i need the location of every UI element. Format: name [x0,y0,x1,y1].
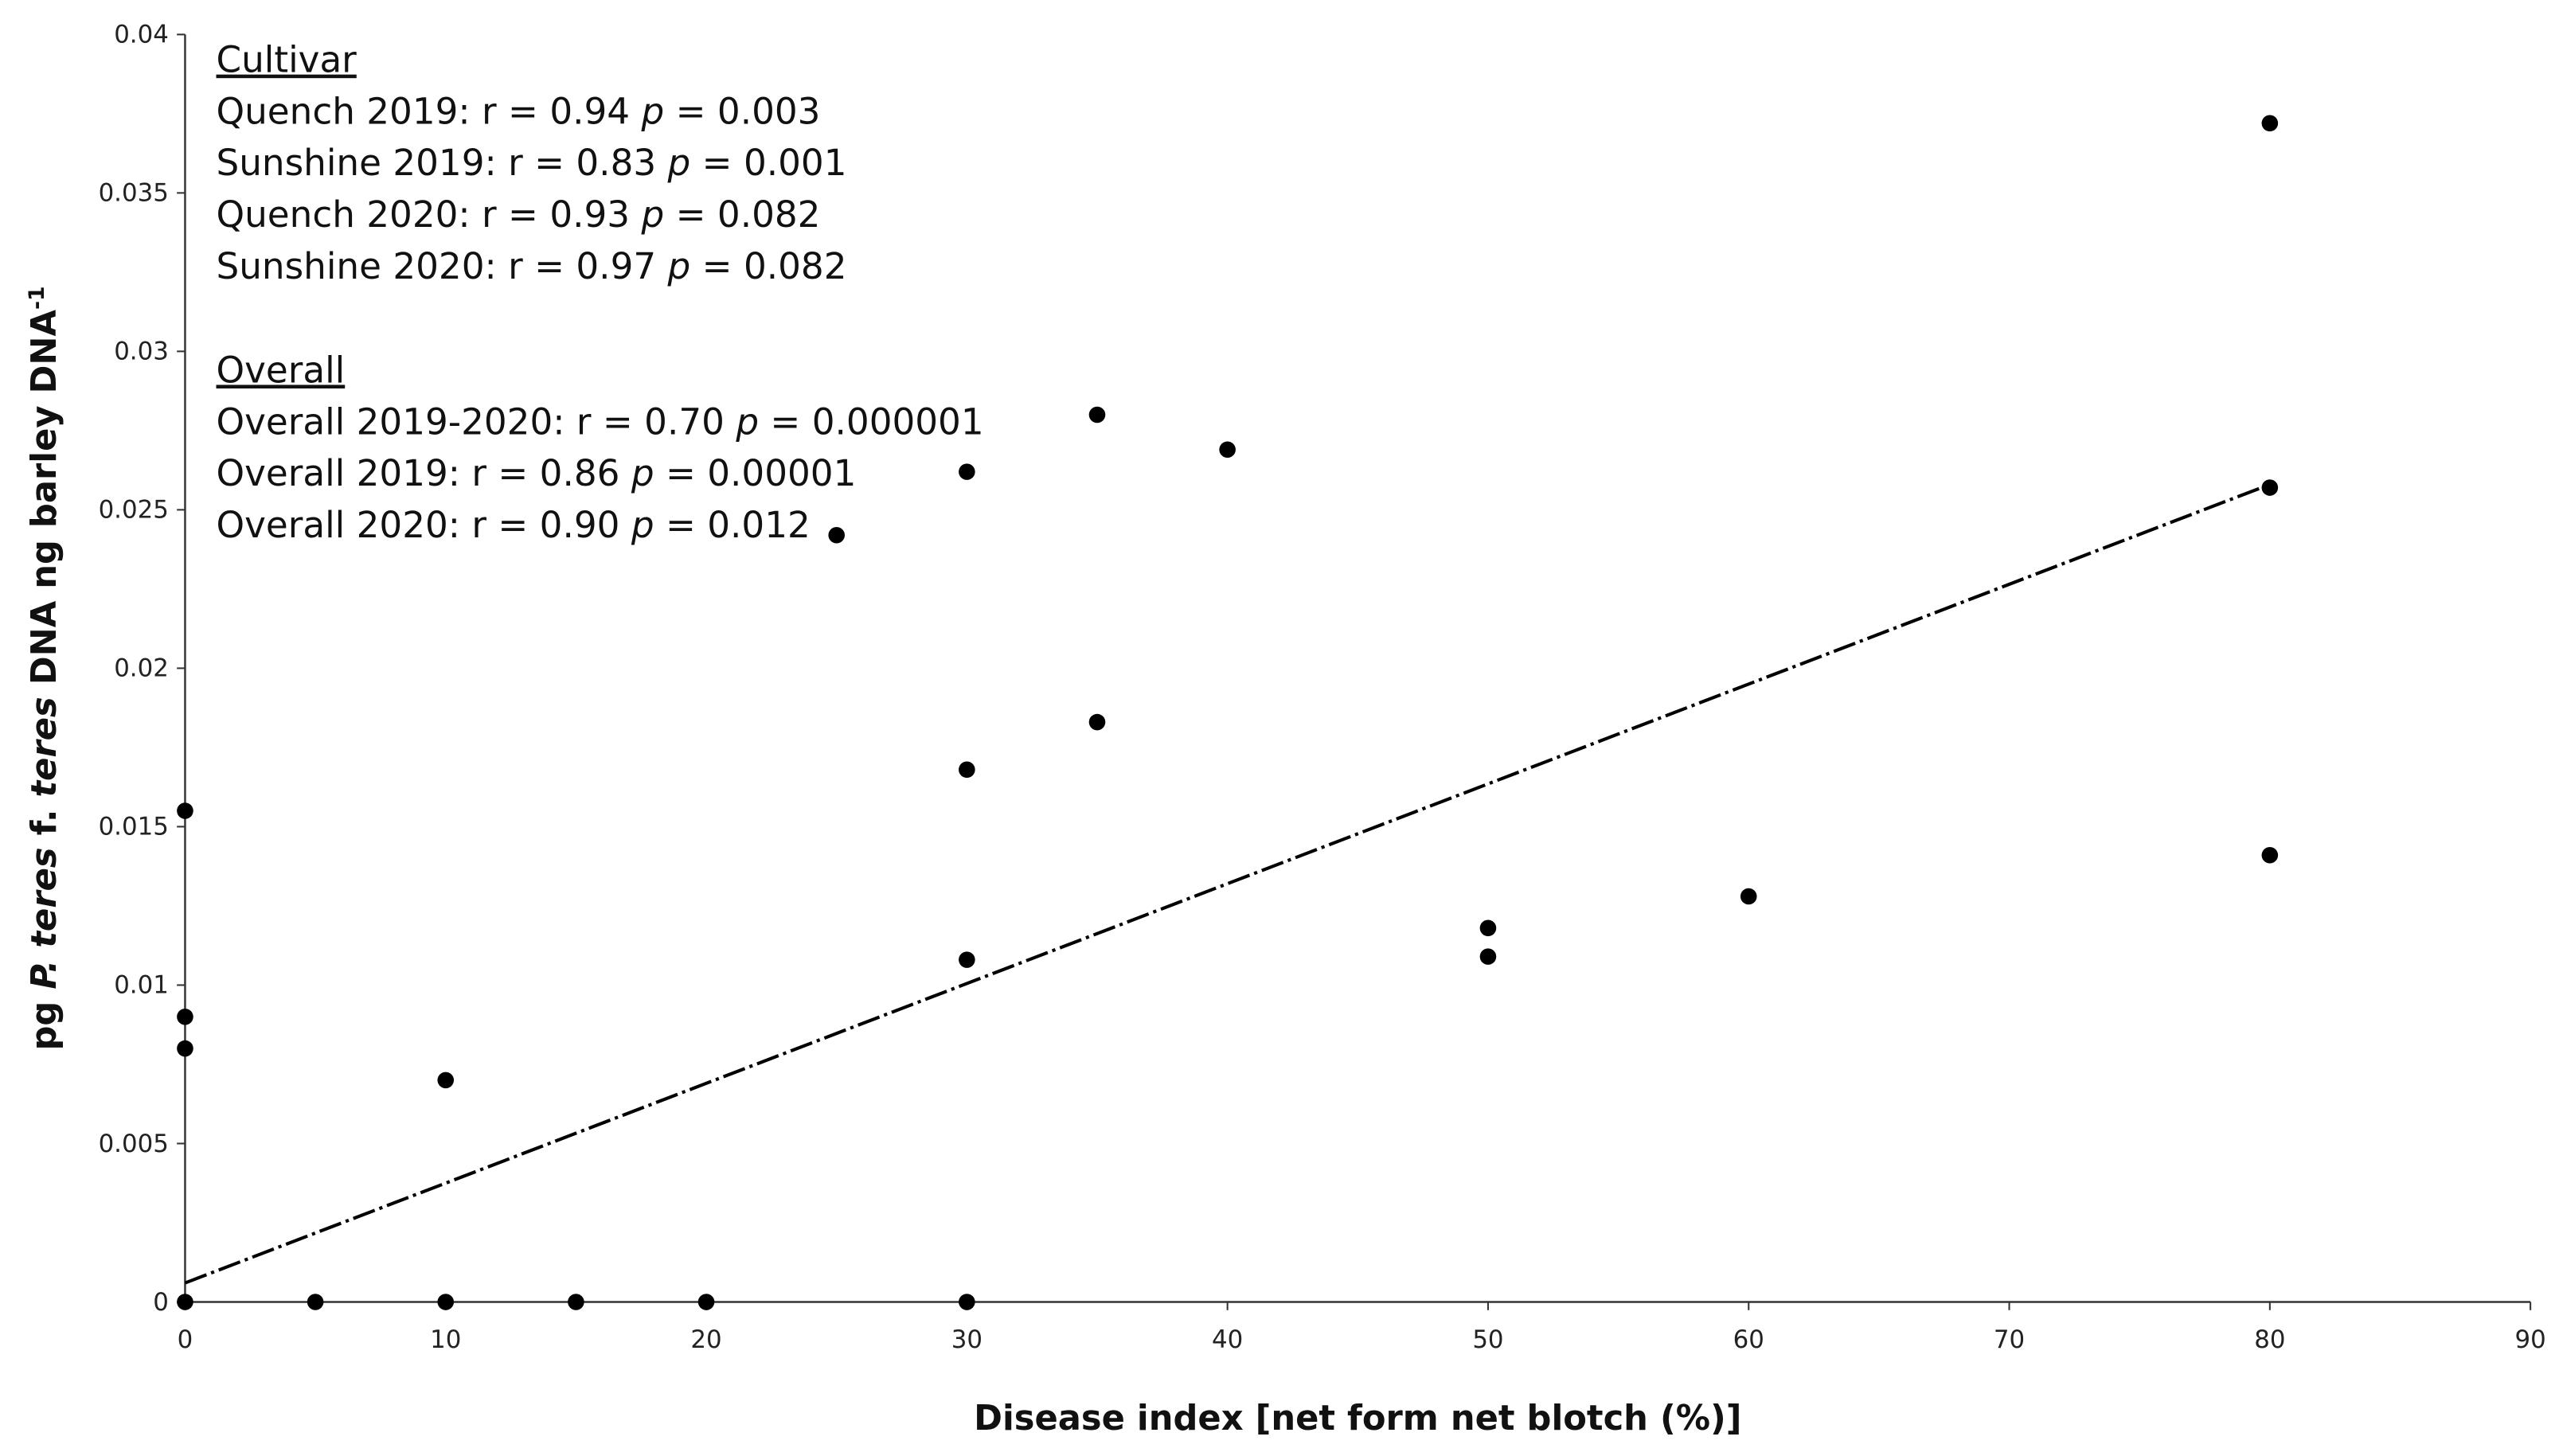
point [959,463,975,480]
y-tick-label: 0.025 [99,496,169,525]
point [2261,479,2279,496]
annotation-line: Overall 2019: r = 0.86 p = 0.00001 [217,452,857,494]
y-label-part: pg [25,990,64,1051]
x-tick-label: 60 [1733,1325,1764,1354]
y-tick-label: 0.02 [114,654,169,683]
annotation-part: Sunshine 2019: r = 0.83 [217,142,668,184]
x-tick-label: 0 [178,1325,193,1354]
point [437,1072,455,1089]
x-tick-label: 40 [1212,1325,1243,1354]
point [1088,713,1106,731]
annotation-heading: Cultivar [217,39,357,81]
annotation-line: Overall 2020: r = 0.90 p = 0.012 [217,504,811,546]
annotation-part: Quench 2019: r = 0.94 [217,90,642,132]
y-tick-label: 0 [153,1288,169,1317]
annotation-part: Sunshine 2020: r = 0.97 [217,245,668,287]
annotation-line: Sunshine 2019: r = 0.83 p = 0.001 [217,142,847,184]
point [828,526,845,544]
annotation-line: Quench 2019: r = 0.94 p = 0.003 [217,90,821,132]
annotation-part: p [735,400,759,443]
point [177,1294,193,1310]
annotation-line: Quench 2020: r = 0.93 p = 0.082 [217,193,821,236]
annotation-part: p [667,142,691,184]
x-tick-label: 90 [2515,1325,2546,1354]
annotation-line: Sunshine 2020: r = 0.97 p = 0.082 [217,245,847,287]
x-tick-label: 10 [430,1325,461,1354]
point [177,802,193,819]
annotation-part: = 0.082 [690,245,846,287]
y-tick-label: 0.015 [99,813,169,841]
point [437,1294,455,1310]
annotation-part: p [640,193,664,236]
annotation-part: = 0.003 [664,90,820,132]
y-tick-label: 0.03 [114,338,169,366]
x-tick-label: 70 [1994,1325,2025,1354]
annotation-part: p [667,245,691,287]
x-tick-label: 80 [2254,1325,2285,1354]
y-label-part: DNA ng barley DNA [25,309,64,697]
point [959,1294,975,1310]
point [959,951,975,968]
point [568,1294,584,1310]
x-axis-label: Disease index [net form net blotch (%)] [974,1399,1741,1438]
point [1479,919,1497,937]
point [697,1294,715,1310]
x-tick-label: 30 [951,1325,983,1354]
point [1219,441,1236,459]
point [307,1294,324,1310]
point [177,1040,193,1057]
y-tick-label: 0.005 [99,1130,169,1158]
y-axis-label: pg P. teres f. teres DNA ng barley DNA-1 [24,286,64,1050]
trend-line [184,482,2271,1285]
x-tick-label: 20 [690,1325,721,1354]
point [2261,115,2279,132]
point [959,761,975,779]
y-tick-label: 0.04 [114,21,169,49]
annotation-part: p [640,90,664,132]
point [1088,406,1106,424]
point [1479,948,1497,965]
annotation-heading: Overall [217,349,346,391]
y-tick-label: 0.035 [99,179,169,208]
y-label-part: P. teres [25,847,64,989]
annotation-part: = 0.001 [690,142,846,184]
y-tick-label: 0.01 [114,971,169,1000]
y-label-part: -1 [24,286,49,310]
annotation-part: Overall 2019-2020: r = 0.70 [217,400,736,443]
annotation-part: = 0.082 [664,193,820,236]
point [177,1008,193,1025]
point [1740,888,1757,905]
point [2261,846,2279,864]
y-label-part: teres [25,697,64,797]
annotation-part: Quench 2020: r = 0.93 [217,193,642,236]
annotation-part: = 0.00001 [654,452,857,494]
annotation-part: = 0.000001 [759,400,984,443]
annotation-part: = 0.012 [654,504,811,546]
annotation-part: Overall 2019: r = 0.86 [217,452,631,494]
annotation-part: Overall 2020: r = 0.90 [217,504,631,546]
annotation-part: p [631,452,654,494]
x-tick-label: 50 [1472,1325,1503,1354]
annotation-line: Overall 2019-2020: r = 0.70 p = 0.000001 [217,400,984,443]
y-label-part: f. [25,798,64,848]
annotation-part: p [631,504,654,546]
